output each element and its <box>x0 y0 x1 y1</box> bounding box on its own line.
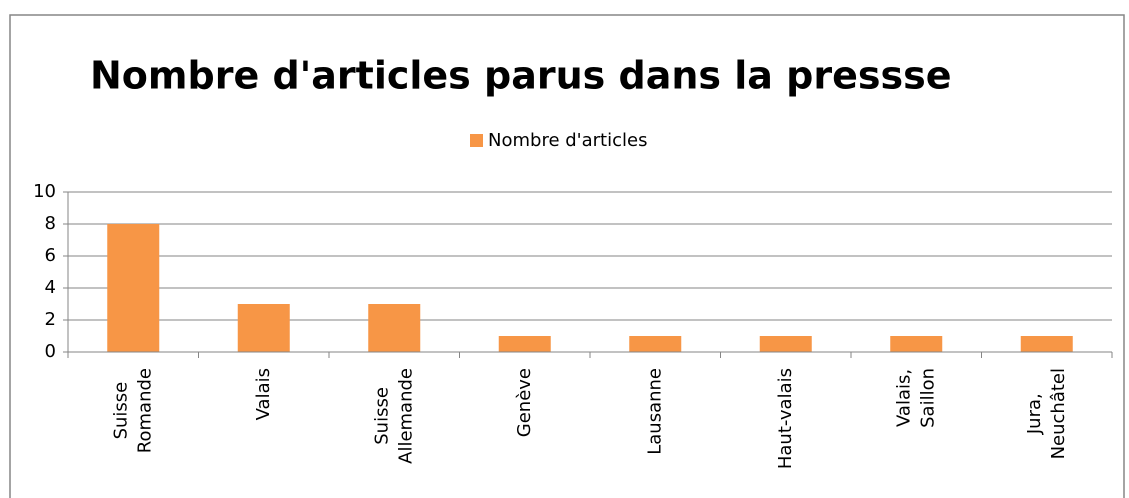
bar <box>890 336 943 352</box>
y-tick-label: 4 <box>45 277 56 298</box>
bar <box>107 224 160 352</box>
x-tick-label: Lausanne <box>644 368 665 455</box>
x-tick-label: Jura, Neuchâtel <box>1024 368 1069 459</box>
legend-swatch <box>470 134 483 147</box>
bar <box>368 304 421 352</box>
chart-title: Nombre d'articles parus dans la pressse <box>90 54 952 98</box>
y-tick-label: 2 <box>45 309 56 330</box>
y-tick-label: 8 <box>45 213 56 234</box>
bar <box>629 336 682 352</box>
bar <box>237 304 290 352</box>
y-tick-label: 10 <box>33 181 56 202</box>
x-tick-label: Suisse Allemande <box>371 368 416 464</box>
x-tick-label: Suisse Romande <box>110 368 155 453</box>
y-tick-label: 0 <box>45 341 56 362</box>
bar <box>759 336 812 352</box>
x-tick-label: Genève <box>514 368 535 437</box>
x-tick-label: Valais, Saillon <box>893 368 938 428</box>
x-tick-label: Haut-valais <box>775 368 796 469</box>
legend-label: Nombre d'articles <box>488 130 647 151</box>
y-tick-label: 6 <box>45 245 56 266</box>
x-tick-label: Valais <box>253 368 274 420</box>
bar <box>1020 336 1073 352</box>
bar <box>498 336 551 352</box>
